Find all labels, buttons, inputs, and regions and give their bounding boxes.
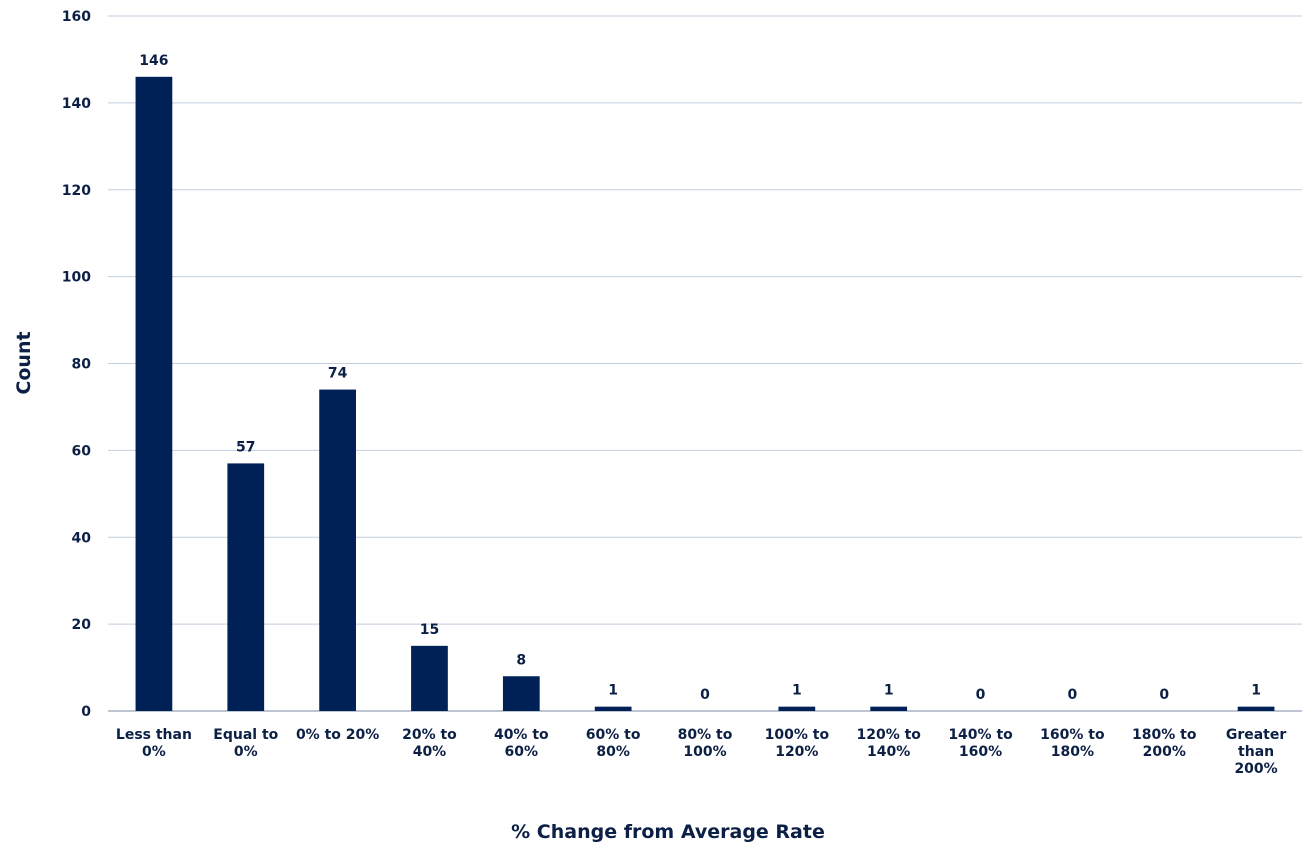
x-tick-label: 20% to 40% bbox=[402, 727, 457, 760]
x-tick-label: 40% to 60% bbox=[494, 727, 549, 760]
x-tick-label-line: 180% to bbox=[1132, 727, 1197, 743]
x-tick-label-line: 100% to bbox=[765, 727, 830, 743]
bar bbox=[411, 645, 448, 711]
x-tick-label-line: 180% bbox=[1051, 744, 1094, 760]
x-tick-label: Less than 0% bbox=[116, 727, 192, 760]
x-tick-label-line: 80% bbox=[596, 744, 630, 760]
bar bbox=[502, 676, 540, 711]
y-axis-ticks: 0 20 40 60 80 100 120 140 160 bbox=[62, 9, 91, 720]
y-axis-title: Count bbox=[13, 331, 35, 394]
x-tick-label: Greater than 200% bbox=[1226, 727, 1287, 777]
x-tick-label: Equal to 0% bbox=[213, 727, 278, 760]
x-tick-label-line: than bbox=[1238, 744, 1274, 760]
x-tick-label-line: Equal to bbox=[213, 727, 278, 743]
data-label: 57 bbox=[236, 439, 255, 455]
x-tick-label-line: Greater bbox=[1226, 727, 1287, 743]
x-tick-label-line: 0% bbox=[142, 744, 166, 760]
bar bbox=[135, 76, 173, 711]
y-tick-label: 100 bbox=[62, 270, 91, 286]
data-label: 0 bbox=[700, 687, 710, 703]
x-axis-title: % Change from Average Rate bbox=[511, 821, 825, 843]
x-tick-label-line: 160% to bbox=[1040, 727, 1105, 743]
data-label: 1 bbox=[792, 683, 802, 699]
x-tick-label: 60% to 80% bbox=[586, 727, 641, 760]
data-label: 146 bbox=[139, 53, 168, 69]
x-tick-label-line: 40% bbox=[413, 744, 447, 760]
x-tick-label-line: 200% bbox=[1143, 744, 1186, 760]
x-tick-label: 0% to 20% bbox=[296, 727, 379, 743]
bar bbox=[778, 706, 816, 711]
y-tick-label: 40 bbox=[72, 530, 92, 546]
x-tick-label-line: 160% bbox=[959, 744, 1002, 760]
x-tick-label: 180% to 200% bbox=[1132, 727, 1197, 760]
x-tick-label: 140% to 160% bbox=[948, 727, 1013, 760]
x-tick-label-line: Less than bbox=[116, 727, 192, 743]
x-tick-label: 100% to 120% bbox=[765, 727, 830, 760]
bar bbox=[227, 463, 265, 711]
bar bbox=[1237, 706, 1275, 711]
x-tick-label-line: 140% to bbox=[948, 727, 1013, 743]
x-tick-label-line: 60% bbox=[505, 744, 539, 760]
data-label: 0 bbox=[976, 687, 986, 703]
data-label: 1 bbox=[608, 683, 618, 699]
data-label: 0 bbox=[1068, 687, 1078, 703]
bar bbox=[594, 706, 632, 711]
y-tick-label: 20 bbox=[72, 617, 92, 633]
bars bbox=[135, 76, 1275, 711]
x-tick-label-line: 80% to bbox=[678, 727, 733, 743]
x-tick-label: 120% to 140% bbox=[856, 727, 921, 760]
data-label: 15 bbox=[420, 622, 439, 638]
data-label: 8 bbox=[516, 652, 526, 668]
y-tick-label: 0 bbox=[81, 704, 91, 720]
x-tick-label-line: 140% bbox=[867, 744, 910, 760]
x-tick-label-line: 0% bbox=[234, 744, 258, 760]
data-label: 1 bbox=[1251, 683, 1261, 699]
x-tick-label-line: 60% to bbox=[586, 727, 641, 743]
data-label: 1 bbox=[884, 683, 894, 699]
y-tick-label: 80 bbox=[72, 357, 92, 373]
y-tick-label: 120 bbox=[62, 183, 91, 199]
x-tick-label: 160% to 180% bbox=[1040, 727, 1105, 760]
data-label: 0 bbox=[1159, 687, 1169, 703]
grid-lines bbox=[108, 15, 1302, 625]
category-labels: Less than 0%Equal to 0%0% to 20% 20% to 40%4… bbox=[116, 727, 1286, 777]
x-tick-label: 80% to 100% bbox=[678, 727, 733, 760]
x-tick-label-line: 40% to bbox=[494, 727, 549, 743]
bar bbox=[870, 706, 908, 711]
y-tick-label: 60 bbox=[72, 443, 92, 459]
y-tick-label: 140 bbox=[62, 96, 91, 112]
y-tick-label: 160 bbox=[62, 9, 91, 25]
x-tick-label-line: 20% to bbox=[402, 727, 457, 743]
data-labels: 146 57 74 15 8 1 0 1 1 0 0 0 1 bbox=[139, 53, 1261, 703]
x-tick-label-line: 0% to 20% bbox=[296, 727, 379, 743]
x-tick-label-line: 120% to bbox=[856, 727, 921, 743]
bar bbox=[319, 389, 356, 711]
x-tick-label-line: 120% bbox=[775, 744, 818, 760]
x-tick-label-line: 200% bbox=[1234, 761, 1277, 777]
data-label: 74 bbox=[328, 366, 348, 382]
x-tick-label-line: 100% bbox=[683, 744, 726, 760]
